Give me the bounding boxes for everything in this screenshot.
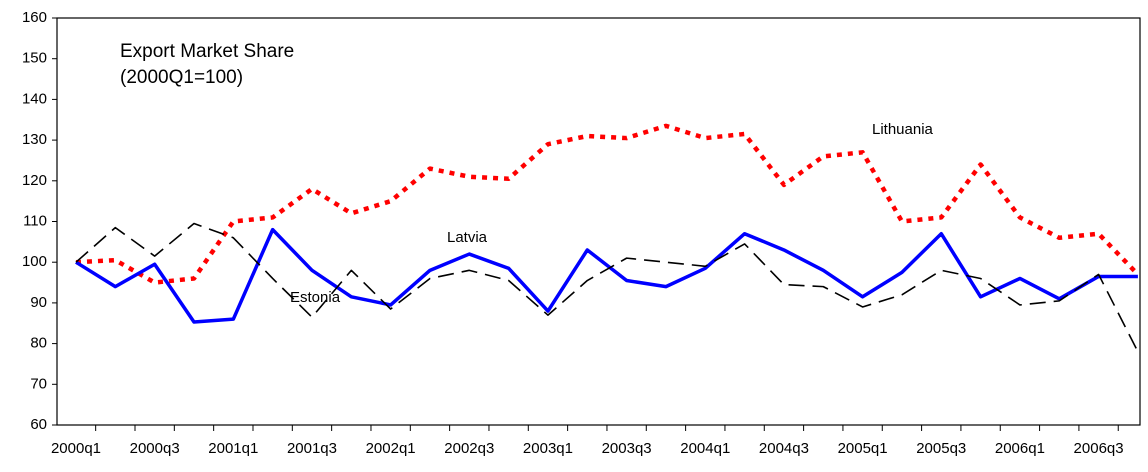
x-tick-label: 2004q1 xyxy=(680,440,730,457)
series-line xyxy=(75,123,1140,285)
y-tick-label: 90 xyxy=(30,294,47,311)
x-tick-label: 2004q3 xyxy=(759,440,809,457)
y-tick-label: 60 xyxy=(30,416,47,433)
y-tick-label: 130 xyxy=(22,131,47,148)
series-line xyxy=(75,227,1138,324)
x-tick-label: 2003q3 xyxy=(602,440,652,457)
y-tick-label: 140 xyxy=(22,90,47,107)
x-tick-label: 2005q1 xyxy=(838,440,888,457)
x-tick-label: 2001q3 xyxy=(287,440,337,457)
x-tick-label: 2006q1 xyxy=(995,440,1045,457)
y-tick-label: 70 xyxy=(30,375,47,392)
x-tick-label: 2001q1 xyxy=(208,440,258,457)
x-tick-label: 2002q1 xyxy=(366,440,416,457)
x-tick-label: 2003q1 xyxy=(523,440,573,457)
y-tick-label: 150 xyxy=(22,50,47,67)
series-label: Lithuania xyxy=(872,121,934,138)
series-line xyxy=(75,222,1139,353)
chart-subtitle: (2000Q1=100) xyxy=(120,67,243,88)
y-tick-label: 100 xyxy=(22,253,47,270)
y-tick-label: 160 xyxy=(22,9,47,26)
x-tick-label: 2005q3 xyxy=(916,440,966,457)
chart-title: Export Market Share xyxy=(120,41,294,62)
x-tick-label: 2000q1 xyxy=(51,440,101,457)
y-tick-label: 120 xyxy=(22,172,47,189)
x-tick-label: 2000q3 xyxy=(130,440,180,457)
x-tick-label: 2006q3 xyxy=(1074,440,1124,457)
y-tick-label: 80 xyxy=(30,335,47,352)
x-tick-label: 2002q3 xyxy=(444,440,494,457)
series-label: Latvia xyxy=(447,229,488,246)
y-tick-label: 110 xyxy=(23,212,47,229)
series-label: Estonia xyxy=(290,289,341,306)
